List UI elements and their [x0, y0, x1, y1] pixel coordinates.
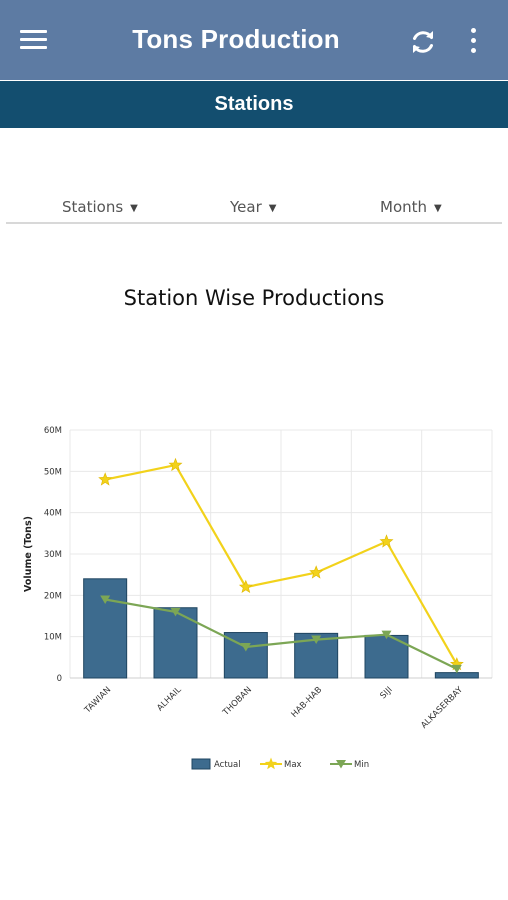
- y-tick-label: 60M: [44, 426, 62, 436]
- legend-label-max: Max: [284, 760, 302, 770]
- legend-label-actual: Actual: [214, 760, 241, 770]
- point-max: [98, 472, 113, 486]
- filter-bar: Stations ▼ Year ▼ Month ▼: [6, 192, 502, 224]
- legend-marker-max: [264, 757, 278, 770]
- tab-stations[interactable]: Stations: [0, 81, 508, 128]
- caret-down-icon: ▼: [268, 203, 277, 214]
- line-max: [104, 463, 458, 665]
- year-dropdown-label: Year: [230, 198, 262, 216]
- x-tick-label: SIJI: [378, 685, 394, 701]
- refresh-icon[interactable]: [407, 26, 439, 58]
- point-max: [168, 457, 183, 472]
- point-max: [238, 579, 253, 593]
- point-max: [379, 534, 394, 548]
- x-tick-label: THOBAN: [221, 685, 254, 718]
- bar-actual: [434, 672, 479, 679]
- year-dropdown[interactable]: Year ▼: [230, 198, 276, 216]
- legend-marker-min: [336, 760, 346, 769]
- caret-down-icon: ▼: [434, 203, 442, 214]
- point-min: [451, 664, 462, 674]
- point-max: [309, 565, 324, 579]
- bar-actual: [83, 578, 128, 679]
- y-tick-label: 50M: [44, 467, 62, 477]
- y-axis-label: Volume (Tons): [23, 516, 34, 592]
- tab-stations-label: Stations: [214, 93, 294, 115]
- more-vertical-icon[interactable]: [462, 26, 486, 56]
- month-dropdown[interactable]: Month ▼: [380, 198, 442, 216]
- stations-dropdown-label: Stations: [62, 198, 124, 216]
- line-min: [105, 598, 458, 670]
- y-tick-label: 20M: [44, 591, 62, 601]
- production-chart: 0 10M 20M 30M 40M 50M 60M Volume (Tons) TAWIAN AL…: [23, 426, 493, 770]
- x-tick-label: ALHAIL: [155, 685, 183, 713]
- y-tick-label: 0: [57, 674, 62, 684]
- stations-dropdown[interactable]: Stations ▼: [62, 198, 138, 216]
- y-tick-label: 10M: [44, 633, 62, 643]
- point-min: [381, 630, 392, 640]
- point-min: [240, 643, 251, 652]
- point-min: [170, 607, 181, 617]
- legend-swatch-actual: [191, 758, 211, 770]
- app-bar: Tons Production: [0, 0, 508, 80]
- legend-label-min: Min: [354, 760, 369, 770]
- y-tick-label: 30M: [44, 550, 62, 560]
- hamburger-menu-icon[interactable]: [20, 28, 48, 52]
- x-tick-label: ALKASERBAY: [419, 684, 465, 730]
- bar-actual: [153, 607, 198, 679]
- chart-title: Station Wise Productions: [123, 286, 385, 310]
- caret-down-icon: ▼: [130, 203, 138, 214]
- app-title: Tons Production: [132, 24, 340, 54]
- x-tick-label: HAB-HAB: [290, 685, 325, 720]
- x-tick-label: TAWIAN: [82, 685, 113, 716]
- month-dropdown-label: Month: [380, 198, 428, 216]
- y-tick-label: 40M: [44, 509, 62, 519]
- point-min: [100, 595, 111, 604]
- point-min: [311, 635, 322, 645]
